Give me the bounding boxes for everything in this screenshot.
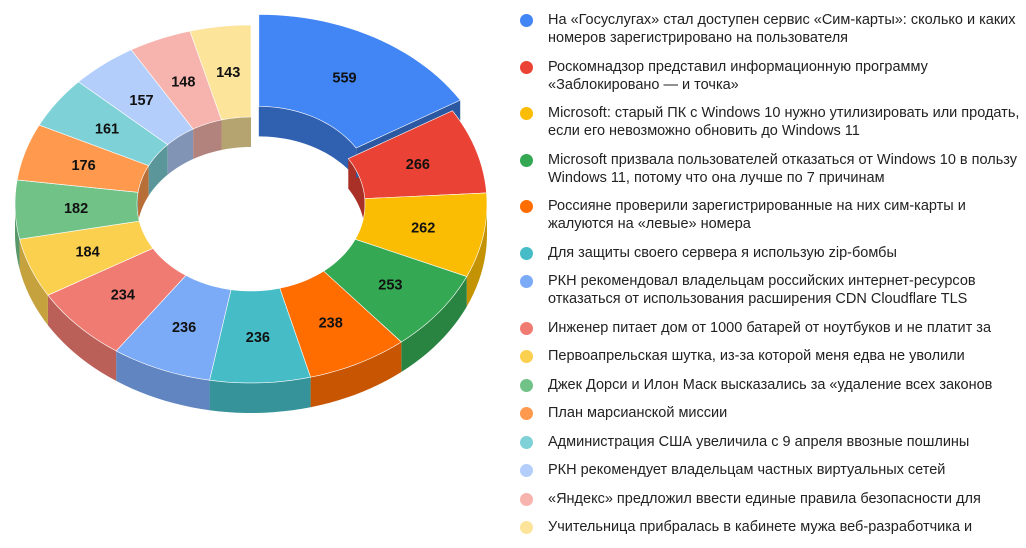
donut-tops: [14, 14, 488, 384]
legend-label: План марсианской миссии: [548, 405, 728, 421]
legend-swatch: [520, 107, 533, 120]
slice-inner-wall: [221, 117, 251, 150]
legend-swatch: [520, 350, 533, 363]
legend-swatch: [520, 435, 533, 449]
slice-side: [401, 276, 467, 372]
legend-swatch: [520, 321, 533, 335]
slice-value-label: 266: [406, 157, 430, 173]
legend-swatch: [520, 14, 533, 27]
slice-inner-wall: [348, 158, 365, 229]
slice-side: [15, 204, 20, 270]
legend-item[interactable]: Первоапрельская шутка, из-за которой мен…: [518, 347, 1023, 365]
slice[interactable]: [189, 24, 252, 121]
slice[interactable]: [258, 14, 461, 149]
slice-value-label: 236: [172, 320, 196, 336]
slice-value-label: 238: [319, 315, 343, 331]
slice-value-label: 236: [246, 330, 270, 346]
legend-label: Роскомнадзор представил информационную п…: [548, 58, 928, 93]
legend-swatch: [520, 246, 533, 260]
legend-item[interactable]: На «Госуслугах» стал доступен сервис «Си…: [518, 11, 1023, 47]
legend-swatch: [520, 60, 533, 74]
slice-value-label: 148: [171, 74, 195, 90]
legend-label: Microsoft: старый ПК с Windows 10 нужно …: [548, 105, 1020, 139]
donut-labels: 559 266 262 253 238 236 236 234 184 182 176 161 157 1…: [64, 65, 435, 346]
legend-item[interactable]: План марсианской миссии: [518, 404, 1023, 422]
slice-inner-wall: [258, 106, 357, 179]
legend-swatch: [520, 464, 533, 477]
slice-inner-wall: [193, 119, 222, 160]
donut-inner-walls: [137, 106, 365, 234]
legend-swatch: [520, 407, 533, 420]
slice-side: [116, 350, 210, 411]
slice-side: [19, 239, 48, 326]
legend-label: Учительница прибралась в кабинете мужа в…: [548, 519, 973, 535]
slice-side: [47, 295, 117, 381]
slice-value-label: 234: [111, 288, 135, 304]
legend-swatch: [520, 275, 533, 288]
legend-item[interactable]: Microsoft призвала пользователей отказат…: [518, 151, 1023, 187]
donut-chart: 559 266 262 253 238 236 236 234 184 182 176 161 157 1…: [14, 14, 488, 413]
slice-side: [466, 204, 487, 307]
slice-value-label: 559: [332, 70, 356, 86]
slice-value-label: 184: [75, 245, 99, 261]
legend-swatch: [520, 521, 533, 534]
slice-inner-wall: [138, 165, 149, 223]
legend-label: Россияне проверили зарегистрированные на…: [548, 198, 966, 232]
legend-item[interactable]: Администрация США увеличила с 9 апреля в…: [518, 433, 1023, 451]
donut-sides: [15, 100, 487, 413]
legend-item[interactable]: «Яндекс» предложил ввести единые правила…: [518, 490, 1023, 508]
legend-label: Джек Дорси и Илон Маск высказались за «у…: [548, 376, 993, 393]
slice-value-label: 143: [216, 65, 240, 81]
legend-item[interactable]: РКН рекомендует владельцам частных вирту…: [518, 461, 1023, 479]
slice-side: [310, 341, 402, 408]
legend-item[interactable]: Инженер питает дом от 1000 батарей от но…: [518, 319, 1023, 337]
slice-value-label: 161: [95, 122, 119, 138]
slice-value-label: 253: [378, 277, 402, 293]
slice-side: [209, 377, 311, 413]
legend-item[interactable]: РКН рекомендовал владельцам российских и…: [518, 272, 1023, 308]
legend-label: РКН рекомендовал владельцам российских и…: [548, 273, 976, 307]
slice-value-label: 262: [411, 221, 435, 237]
legend-label: Microsoft призвала пользователей отказат…: [548, 151, 1017, 186]
legend-label: РКН рекомендует владельцам частных вирту…: [548, 462, 946, 478]
legend-swatch: [520, 492, 533, 506]
legend-label: Администрация США увеличила с 9 апреля в…: [548, 433, 970, 450]
legend-label: «Яндекс» предложил ввести единые правила…: [548, 490, 981, 507]
slice-value-label: 182: [64, 201, 88, 217]
chart-legend: На «Госуслугах» стал доступен сервис «Си…: [518, 11, 1023, 547]
legend-label: На «Госуслугах» стал доступен сервис «Си…: [548, 12, 1016, 46]
legend-label: Для защиты своего сервера я использую zi…: [548, 244, 897, 261]
legend-swatch: [520, 200, 533, 213]
legend-item[interactable]: Microsoft: старый ПК с Windows 10 нужно …: [518, 104, 1023, 140]
legend-item[interactable]: Роскомнадзор представил информационную п…: [518, 58, 1023, 94]
slice-value-label: 176: [71, 158, 95, 174]
slice-value-label: 157: [129, 93, 153, 109]
legend-swatch: [520, 378, 533, 392]
legend-item[interactable]: Для защиты своего сервера я использую zi…: [518, 244, 1023, 262]
legend-label: Инженер питает дом от 1000 батарей от но…: [548, 319, 992, 336]
legend-swatch: [520, 153, 533, 167]
legend-label: Первоапрельская шутка, из-за которой мен…: [548, 348, 965, 364]
legend-item[interactable]: Россияне проверили зарегистрированные на…: [518, 197, 1023, 233]
slice-inner-wall: [148, 144, 168, 196]
legend-item[interactable]: Учительница прибралась в кабинете мужа в…: [518, 518, 1023, 536]
legend-item[interactable]: Джек Дорси и Илон Маск высказались за «у…: [518, 376, 1023, 394]
slice-inner-wall: [167, 129, 194, 175]
